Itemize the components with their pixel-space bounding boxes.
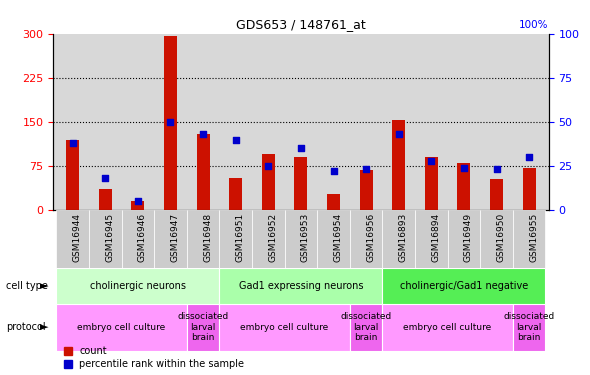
FancyBboxPatch shape (480, 210, 513, 270)
Text: embryo cell culture: embryo cell culture (241, 322, 329, 332)
Text: cholinergic/Gad1 negative: cholinergic/Gad1 negative (400, 281, 528, 291)
Bar (392, 120, 405, 210)
FancyBboxPatch shape (350, 210, 382, 270)
Text: GSM16944: GSM16944 (73, 213, 81, 262)
Text: GSM16894: GSM16894 (431, 213, 440, 262)
Bar (196, 134, 209, 210)
FancyBboxPatch shape (448, 210, 480, 270)
Bar (262, 154, 275, 210)
Point (427, 158, 436, 164)
Bar (359, 170, 373, 210)
FancyBboxPatch shape (252, 210, 284, 270)
Text: GSM16893: GSM16893 (399, 213, 408, 262)
Text: ►: ► (40, 322, 48, 332)
FancyBboxPatch shape (219, 210, 252, 270)
Text: GSM16949: GSM16949 (464, 213, 473, 262)
Text: cholinergic neurons: cholinergic neurons (90, 281, 186, 291)
Text: embryo cell culture: embryo cell culture (404, 322, 491, 332)
Text: GSM16951: GSM16951 (235, 213, 245, 262)
Text: GSM16947: GSM16947 (171, 213, 179, 262)
Text: protocol: protocol (6, 322, 45, 332)
Text: ►: ► (40, 281, 48, 291)
Bar (229, 178, 242, 210)
Text: GSM16948: GSM16948 (203, 213, 212, 262)
Point (525, 154, 534, 160)
Point (296, 146, 306, 152)
Bar (132, 201, 145, 210)
Bar (66, 140, 79, 210)
Text: dissociated
larval
brain: dissociated larval brain (340, 312, 392, 342)
FancyBboxPatch shape (284, 210, 317, 270)
Title: GDS653 / 148761_at: GDS653 / 148761_at (236, 18, 366, 31)
Point (166, 119, 175, 125)
Text: GSM16952: GSM16952 (268, 213, 277, 262)
FancyBboxPatch shape (382, 304, 513, 351)
Text: GSM16950: GSM16950 (497, 213, 506, 262)
Bar (164, 36, 177, 210)
FancyBboxPatch shape (122, 210, 154, 270)
FancyBboxPatch shape (513, 210, 545, 270)
Text: dissociated
larval
brain: dissociated larval brain (178, 312, 229, 342)
FancyBboxPatch shape (382, 268, 545, 304)
Point (362, 166, 371, 172)
Point (329, 168, 338, 174)
Text: Gad1 expressing neurons: Gad1 expressing neurons (238, 281, 363, 291)
Text: GSM16945: GSM16945 (105, 213, 114, 262)
Bar (294, 157, 307, 210)
Text: GSM16946: GSM16946 (138, 213, 147, 262)
FancyBboxPatch shape (382, 210, 415, 270)
Point (459, 165, 468, 171)
FancyBboxPatch shape (89, 210, 122, 270)
Bar (490, 180, 503, 210)
Bar (523, 168, 536, 210)
FancyBboxPatch shape (317, 210, 350, 270)
Point (68, 140, 77, 146)
FancyBboxPatch shape (219, 304, 350, 351)
Text: dissociated
larval
brain: dissociated larval brain (503, 312, 555, 342)
Bar (99, 189, 112, 210)
Text: GSM16955: GSM16955 (529, 213, 538, 262)
Text: cell type: cell type (6, 281, 48, 291)
Bar (457, 163, 470, 210)
FancyBboxPatch shape (219, 268, 382, 304)
Text: embryo cell culture: embryo cell culture (77, 322, 166, 332)
Text: GSM16956: GSM16956 (366, 213, 375, 262)
FancyBboxPatch shape (57, 210, 89, 270)
FancyBboxPatch shape (57, 268, 219, 304)
Point (198, 131, 208, 137)
FancyBboxPatch shape (513, 304, 545, 351)
FancyBboxPatch shape (57, 304, 187, 351)
FancyBboxPatch shape (154, 210, 187, 270)
Point (100, 175, 110, 181)
Legend: count, percentile rank within the sample: count, percentile rank within the sample (64, 346, 244, 369)
Point (264, 163, 273, 169)
FancyBboxPatch shape (187, 210, 219, 270)
Bar (327, 194, 340, 210)
Point (133, 198, 143, 204)
Point (394, 131, 404, 137)
Text: 100%: 100% (519, 20, 549, 30)
Point (231, 136, 240, 142)
Text: GSM16953: GSM16953 (301, 213, 310, 262)
Bar (425, 157, 438, 210)
FancyBboxPatch shape (415, 210, 448, 270)
Point (492, 166, 502, 172)
FancyBboxPatch shape (350, 304, 382, 351)
Text: GSM16954: GSM16954 (333, 213, 343, 262)
FancyBboxPatch shape (187, 304, 219, 351)
